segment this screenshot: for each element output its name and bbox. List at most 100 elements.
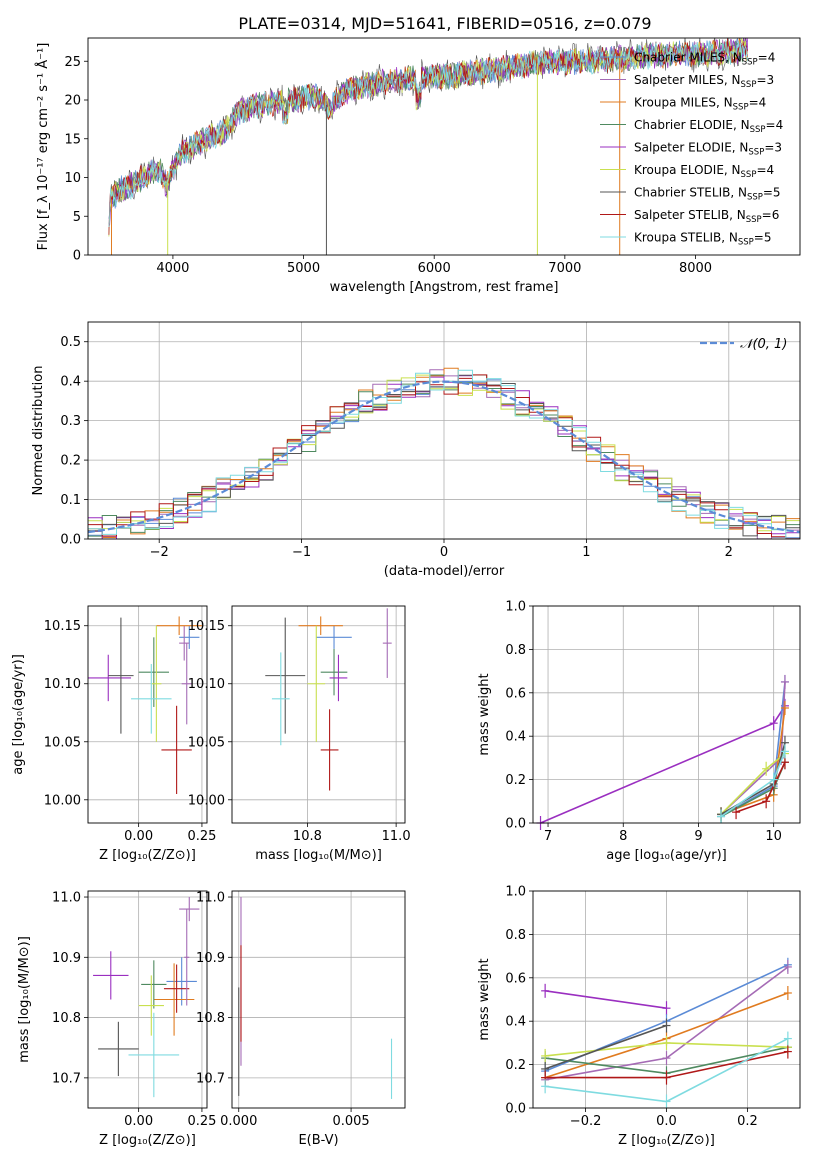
y-tick-label: 0.5 [60,335,81,350]
x-tick-label: 0.25 [187,1114,216,1129]
y-axis-label: age [log₁₀(age/yr)] [11,654,26,775]
x-axis-label: (data-model)/error [384,564,505,579]
x-tick-label: 9 [694,829,702,844]
x-tick-label: 11.0 [382,829,411,844]
y-tick-label: 0.2 [505,773,526,788]
y-tick-label: 0.4 [505,1015,526,1030]
axes-mass-vs-ebv: 0.000 0.005 10.7 10.8 10.9 11.0 E(B-V) [196,890,406,1148]
x-tick-label: 0.005 [332,1114,369,1129]
legend-label: Kroupa STELIB, NSSP=5 [634,231,772,248]
y-tick-label: 0.0 [505,1102,526,1117]
y-tick-label: 11.0 [52,891,81,906]
axes-frame [87,890,208,1109]
axes-age-vs-Z: 0.00 0.25 10.00 10.05 10.10 10.15 Z [log₁₀(Z/Z… [11,605,216,863]
x-tick-label: 5000 [287,261,320,276]
histogram-step-kroupa-stelib [88,369,800,539]
x-axis-label: age [log₁₀(age/yr)] [606,848,727,863]
y-tick-label: 25 [64,55,81,70]
x-tick-label: 0.00 [124,829,153,844]
x-axis-label: mass [log₁₀(M/M⊙)] [255,848,382,863]
x-tick-label: 4000 [156,261,189,276]
legend-label: 𝒩(0, 1) [740,337,787,352]
weight-line-salpeter-elodie [540,705,786,824]
legend-label: Chabrier STELIB, NSSP=5 [634,186,781,203]
axes-mass-vs-Z: 0.00 0.25 10.7 10.8 10.9 11.0 Z [log₁₀(Z/Z⊙)] m… [17,891,216,1148]
y-tick-label: 15 [64,132,81,147]
x-tick-label: 0.00 [124,1114,153,1129]
y-tick-label: 0.0 [60,533,81,548]
x-axis-label: Z [log₁₀(Z/Z⊙)] [99,1133,196,1148]
y-tick-label: 1.0 [505,885,526,900]
figure-title: PLATE=0314, MJD=51641, FIBERID=0516, z=0… [238,14,651,33]
x-tick-label: −2 [150,545,169,560]
x-tick-label: 0.0 [656,1114,677,1129]
axes-frame [87,37,801,256]
legend: Chabrier MILES, NSSP=4 Salpeter MILES, NS… [600,51,783,248]
y-tick-label: 0 [73,249,81,264]
legend-label: Salpeter MILES, NSSP=3 [634,73,774,90]
spectrum-line-kroupa-stelib [108,39,749,228]
y-tick-label: 10.9 [52,951,81,966]
y-axis-label: mass [log₁₀(M/M⊙)] [17,936,32,1063]
histogram-step-salpeter-stelib [88,374,800,539]
y-tick-label: 0.6 [505,686,526,701]
axes-age-vs-mass: 10.8 11.0 10.00 10.05 10.10 10.15 mass [log₁₀(… [188,605,411,863]
y-tick-label: 10.15 [188,619,225,634]
x-tick-label: 2 [725,545,733,560]
legend-label: Kroupa ELODIE, NSSP=4 [634,163,774,180]
weight-line-chabrier-stelib [544,1024,667,1070]
y-tick-label: 10.10 [44,677,81,692]
legend-label: Salpeter ELODIE, NSSP=3 [634,141,782,158]
axes-frame [532,605,801,824]
y-tick-label: 10.00 [188,793,225,808]
axes-residual-histogram: −2 −1 0 1 2 0.0 0.1 0.2 0.3 0.4 0.5 (data-model)/er… [31,321,801,579]
y-tick-label: 10.7 [52,1071,81,1086]
axes-frame [87,605,208,824]
axes-frame [231,890,406,1109]
x-tick-label: 10 [765,829,782,844]
y-tick-label: 0.4 [60,375,81,390]
y-tick-label: 0.8 [505,643,526,658]
x-tick-label: 0.25 [187,829,216,844]
x-tick-label: −1 [292,545,311,560]
y-axis-label: Normed distribution [31,366,46,496]
x-axis-label: Z [log₁₀(Z/Z⊙)] [99,848,196,863]
y-tick-label: 10.05 [188,735,225,750]
y-tick-label: 0.2 [60,454,81,469]
y-tick-label: 0.0 [505,817,526,832]
legend-label: Chabrier MILES, NSSP=4 [634,51,775,68]
legend-label: Kroupa MILES, NSSP=4 [634,96,766,113]
y-tick-label: 0.6 [505,971,526,986]
axes-mass-weight-vs-age: 7 8 9 10 0.0 0.2 0.4 0.6 0.8 1.0 age [log₁₀(age/yr… [477,600,801,863]
axes-frame [87,321,801,540]
y-tick-label: 0.1 [60,493,81,508]
x-tick-label: 10.8 [293,829,322,844]
y-axis-label: mass weight [477,673,492,755]
axes-frame [532,890,801,1109]
x-axis-label: wavelength [Angstrom, rest frame] [330,280,559,295]
y-tick-label: 20 [64,94,81,109]
y-tick-label: 10.15 [44,619,81,634]
y-tick-label: 10.10 [188,677,225,692]
y-tick-label: 0.2 [505,1058,526,1073]
axes-mass-weight-vs-Z: −0.2 0.0 0.2 0.0 0.2 0.4 0.6 0.8 1.0 Z [log₁₀(Z/Z… [477,885,801,1148]
y-tick-label: 5 [73,210,81,225]
x-tick-label: 0 [440,545,448,560]
y-axis-label: Flux [f_λ 10⁻¹⁷ erg cm⁻² s⁻¹ Å⁻¹] [35,43,51,251]
y-axis-label: mass weight [477,958,492,1040]
legend-label: Salpeter STELIB, NSSP=6 [634,208,779,225]
x-tick-label: 0.000 [220,1114,257,1129]
x-axis-label: Z [log₁₀(Z/Z⊙)] [618,1133,715,1148]
x-tick-label: 8 [619,829,627,844]
x-axis-label: E(B-V) [298,1133,338,1148]
x-tick-label: 0.2 [737,1114,758,1129]
x-tick-label: 7 [544,829,552,844]
axes-frame [231,605,406,824]
y-tick-label: 10.7 [196,1071,225,1086]
legend-label: Chabrier ELODIE, NSSP=4 [634,118,783,135]
y-tick-label: 10.8 [52,1011,81,1026]
y-tick-label: 1.0 [505,600,526,615]
y-tick-label: 0.3 [60,414,81,429]
axes-spectrum: 4000 5000 6000 7000 8000 0 5 10 15 20 25 wavelength… [35,37,801,295]
